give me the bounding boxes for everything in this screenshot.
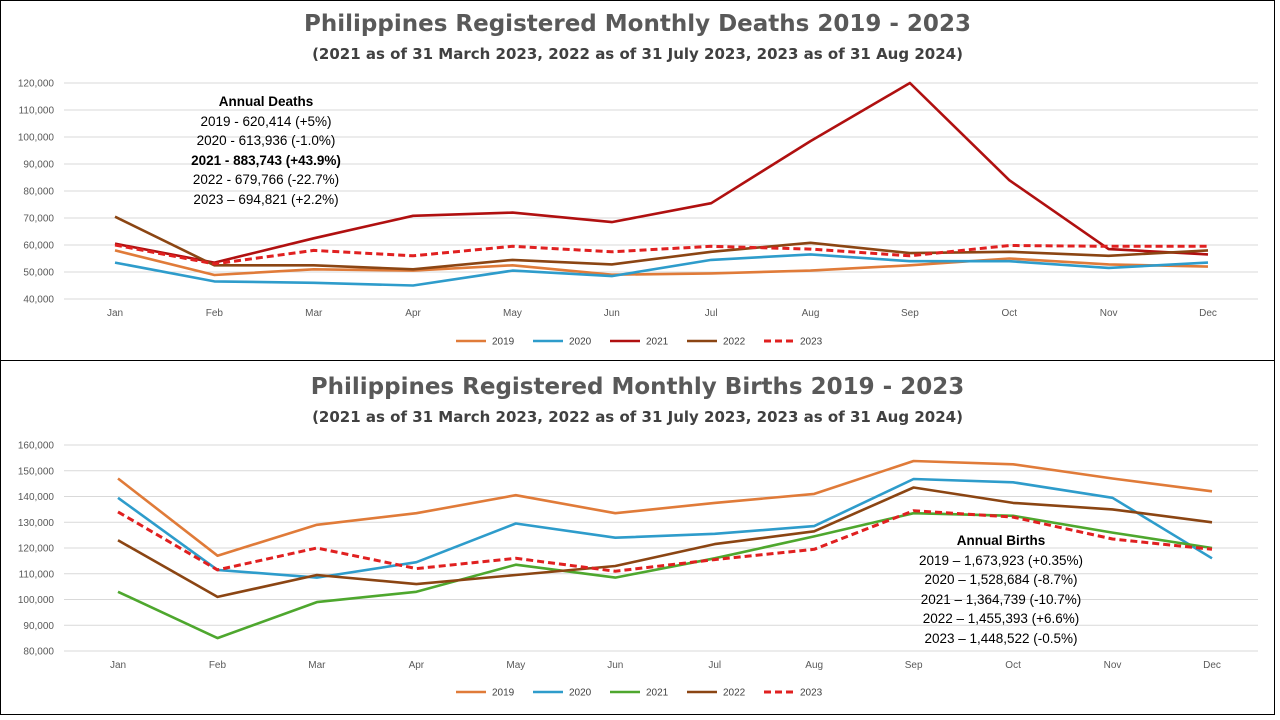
deaths-xtick-label: Jan <box>107 308 123 319</box>
deaths-ytick-label: 60,000 <box>23 241 54 252</box>
annual-births-line-2022: 2022 – 1,455,393 (+6.6%) <box>922 611 1080 626</box>
births-chart-panel: Philippines Registered Monthly Births 20… <box>0 360 1275 715</box>
births-xtick-label: Dec <box>1203 660 1221 671</box>
births-series-2019 <box>117 459 1213 557</box>
deaths-ytick-label: 90,000 <box>23 160 54 171</box>
births-legend-label-2023: 2023 <box>800 688 823 699</box>
births-xtick-label: Jun <box>607 660 623 671</box>
births-xtick-label: Aug <box>805 660 823 671</box>
births-ytick-label: 120,000 <box>18 544 55 555</box>
deaths-chart-subtitle: (2021 as of 31 March 2023, 2022 as of 31… <box>312 45 963 63</box>
annual-births-line-2019: 2019 – 1,673,923 (+0.35%) <box>918 552 1083 568</box>
deaths-ytick-label: 100,000 <box>18 133 55 144</box>
births-xtick-label: Feb <box>209 660 227 671</box>
annual-deaths-line-2022: 2022 - 679,766 (-22.7%) <box>192 172 340 187</box>
births-ytick-label: 140,000 <box>18 492 55 503</box>
deaths-ytick-label: 50,000 <box>23 268 54 279</box>
annual-births-line-2020: 2020 – 1,528,684 (-8.7%) <box>924 572 1078 587</box>
births-series-2021 <box>117 511 1213 640</box>
births-xtick-label: Apr <box>409 660 425 671</box>
deaths-legend-label-2022: 2022 <box>723 337 746 348</box>
births-legend-label-2021: 2021 <box>646 688 669 699</box>
births-series-2023 <box>117 509 1213 573</box>
births-ytick-label: 80,000 <box>23 647 54 658</box>
births-legend-label-2019: 2019 <box>492 688 515 699</box>
annual-deaths-heading: Annual Deaths <box>218 94 314 109</box>
births-xtick-label: May <box>506 660 525 671</box>
births-legend-label-2022: 2022 <box>723 688 746 699</box>
births-xtick-label: Nov <box>1104 660 1122 671</box>
deaths-series-2020 <box>114 253 1209 287</box>
deaths-series-2021 <box>114 81 1209 264</box>
deaths-xtick-label: Oct <box>1001 308 1017 319</box>
births-ytick-label: 100,000 <box>18 595 55 606</box>
births-ytick-label: 90,000 <box>23 621 54 632</box>
annual-births-annotation: Annual Births 2019 – 1,673,923 (+0.35%) … <box>881 531 1121 648</box>
deaths-xtick-label: Feb <box>206 308 224 319</box>
births-xtick-label: Jul <box>708 660 721 671</box>
annual-deaths-line-2023: 2023 – 694,821 (+2.2%) <box>193 191 339 207</box>
deaths-line-chart: 40,000 50,000 60,000 70,000 80,000 90,000 100,… <box>18 79 1258 348</box>
births-ytick-label: 110,000 <box>19 569 55 580</box>
annual-deaths-line-2020: 2020 - 613,936 (-1.0%) <box>196 133 336 148</box>
deaths-ytick-label: 120,000 <box>18 79 55 90</box>
births-ytick-label: 130,000 <box>18 518 55 529</box>
deaths-xtick-label: Jul <box>705 308 718 319</box>
deaths-legend-label-2023: 2023 <box>800 337 823 348</box>
deaths-xtick-label: Dec <box>1199 308 1217 319</box>
deaths-legend-label-2019: 2019 <box>492 337 515 348</box>
deaths-ytick-label: 80,000 <box>23 187 54 198</box>
births-series-2022 <box>117 486 1213 599</box>
annual-births-line-2021: 2021 – 1,364,739 (-10.7%) <box>920 591 1082 607</box>
deaths-series-2019 <box>114 249 1209 277</box>
births-xtick-label: Mar <box>308 660 326 671</box>
deaths-series-2023 <box>114 243 1208 266</box>
births-legend-label-2020: 2020 <box>569 688 592 699</box>
births-line-chart: 80,000 90,000 100,000 110,000 120,000 130,000… <box>18 441 1258 699</box>
births-ytick-label: 150,000 <box>18 466 55 477</box>
births-chart-title: Philippines Registered Monthly Births 20… <box>310 374 965 400</box>
deaths-legend-label-2020: 2020 <box>569 337 592 348</box>
deaths-series-2022 <box>114 215 1209 271</box>
annual-deaths-annotation: Annual Deaths 2019 - 620,414 (+5%) 2020 … <box>156 92 376 209</box>
annual-deaths-line-2021: 2021 - 883,743 (+43.9%) <box>191 152 341 168</box>
deaths-ytick-label: 40,000 <box>23 295 54 306</box>
deaths-xtick-label: May <box>503 308 522 319</box>
annual-births-heading: Annual Births <box>956 533 1046 548</box>
annual-deaths-line-2019: 2019 - 620,414 (+5%) <box>200 113 332 129</box>
births-series-2020 <box>117 477 1213 579</box>
deaths-chart-panel: Philippines Registered Monthly Deaths 20… <box>0 0 1275 361</box>
deaths-xtick-label: Jun <box>604 308 620 319</box>
deaths-legend-label-2021: 2021 <box>646 337 669 348</box>
births-chart-subtitle: (2021 as of 31 March 2023, 2022 as of 31… <box>312 408 963 426</box>
births-xtick-label: Sep <box>905 660 923 671</box>
deaths-xtick-label: Aug <box>802 308 820 319</box>
deaths-xtick-label: Apr <box>405 308 421 319</box>
births-ytick-label: 160,000 <box>18 441 55 452</box>
deaths-chart-title: Philippines Registered Monthly Deaths 20… <box>304 11 971 37</box>
annual-births-line-2023: 2023 – 1,448,522 (-0.5%) <box>924 630 1078 646</box>
deaths-xtick-label: Sep <box>901 308 919 319</box>
deaths-ytick-label: 110,000 <box>19 106 55 117</box>
births-xtick-label: Jan <box>110 660 126 671</box>
deaths-ytick-label: 70,000 <box>23 214 54 225</box>
deaths-xtick-label: Nov <box>1100 308 1118 319</box>
deaths-xtick-label: Mar <box>305 308 323 319</box>
births-xtick-label: Oct <box>1005 660 1021 671</box>
